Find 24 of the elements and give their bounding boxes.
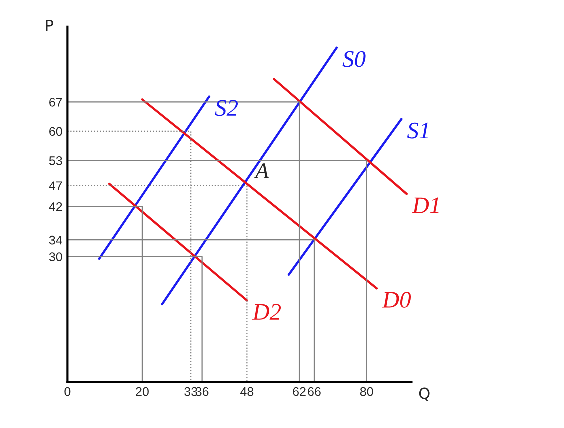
series-label: S2 bbox=[215, 100, 238, 116]
annotation: A bbox=[254, 164, 270, 178]
y-tick-label: 42 bbox=[49, 202, 62, 212]
y-tick-label: 67 bbox=[50, 98, 62, 107]
y-tick-label: 47 bbox=[49, 182, 62, 190]
series-label: D1 bbox=[412, 198, 439, 214]
series-label: S1 bbox=[407, 122, 428, 139]
x-tick-label: 66 bbox=[308, 387, 321, 396]
y-tick-label: 30 bbox=[49, 252, 62, 262]
x-tick-label: 80 bbox=[360, 387, 374, 396]
x-tick-label: 36 bbox=[196, 387, 209, 396]
x-tick-label: 48 bbox=[240, 387, 254, 396]
y-tick-label: 34 bbox=[49, 236, 62, 245]
x-tick-label: 33 bbox=[184, 387, 198, 396]
x-tick-label: 20 bbox=[136, 387, 149, 396]
series-label: S0 bbox=[342, 51, 366, 68]
x-tick-label: 0 bbox=[64, 387, 71, 396]
series-label: D0 bbox=[382, 292, 412, 308]
series-label: D2 bbox=[252, 304, 282, 320]
x-axis-title: Q bbox=[419, 388, 430, 402]
x-tick-label: 62 bbox=[293, 387, 306, 396]
y-tick-label: 60 bbox=[50, 127, 62, 136]
y-tick-label: 53 bbox=[49, 156, 62, 166]
y-axis-title: P bbox=[46, 20, 54, 32]
